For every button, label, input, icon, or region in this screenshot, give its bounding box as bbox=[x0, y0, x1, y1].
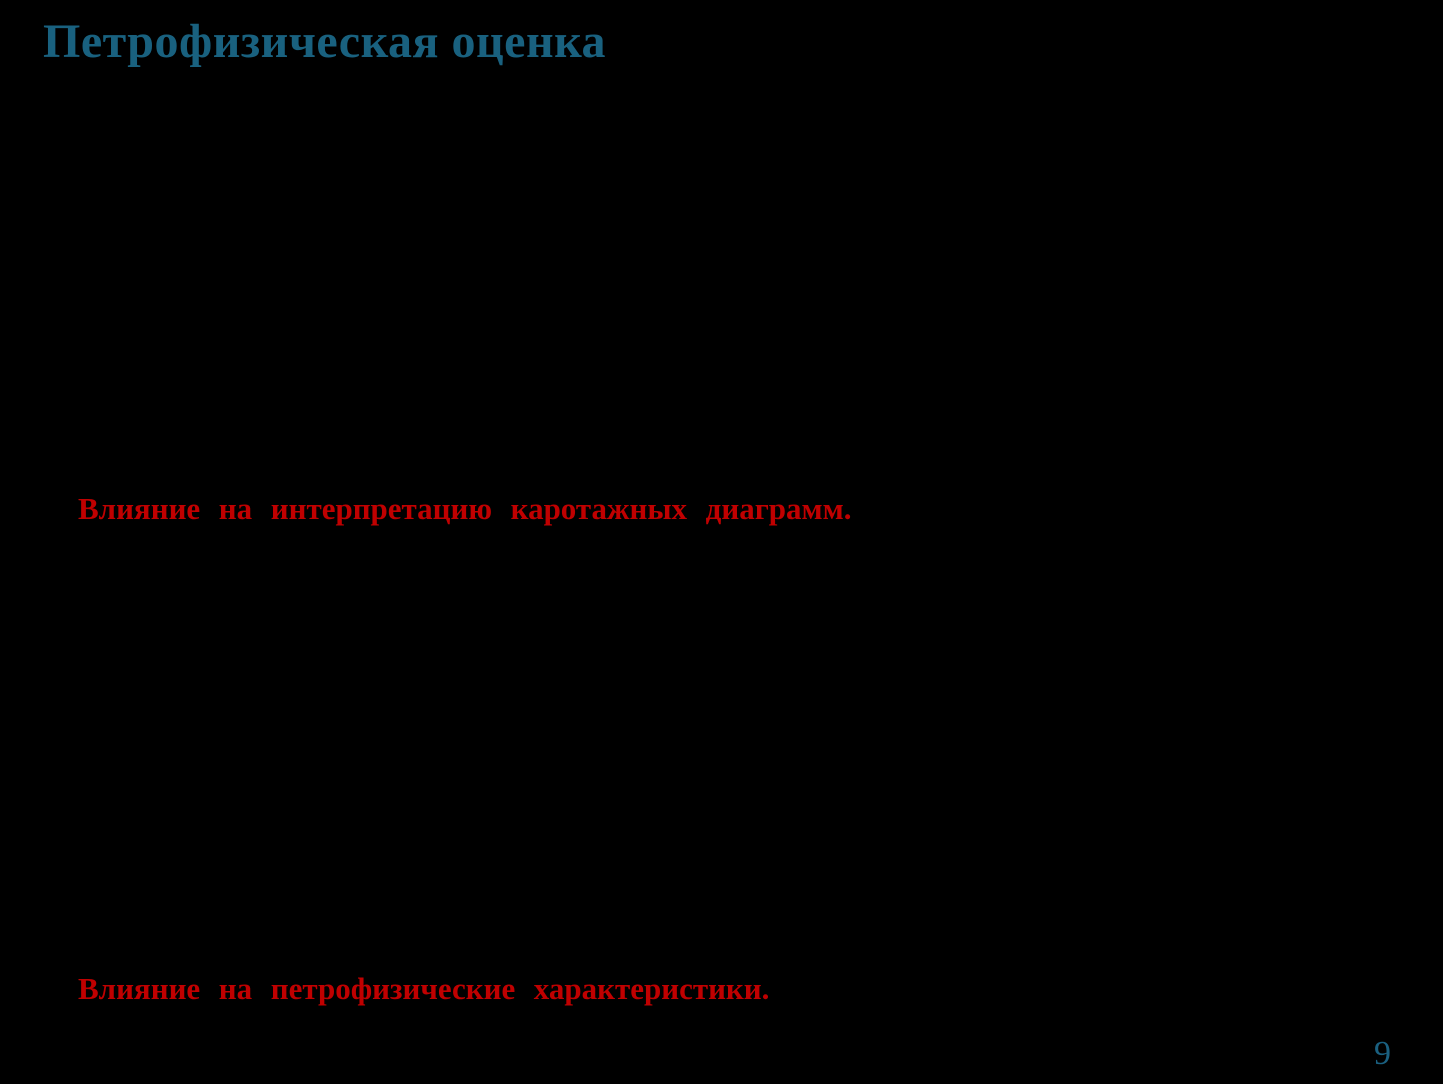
statement-petrophysical-characteristics: Влияние на петрофизические характеристик… bbox=[78, 971, 770, 1006]
page-title: Петрофизическая оценка bbox=[43, 15, 607, 68]
statement-log-interpretation: Влияние на интерпретацию каротажных диаг… bbox=[78, 491, 852, 526]
page-number: 9 bbox=[1374, 1035, 1391, 1072]
